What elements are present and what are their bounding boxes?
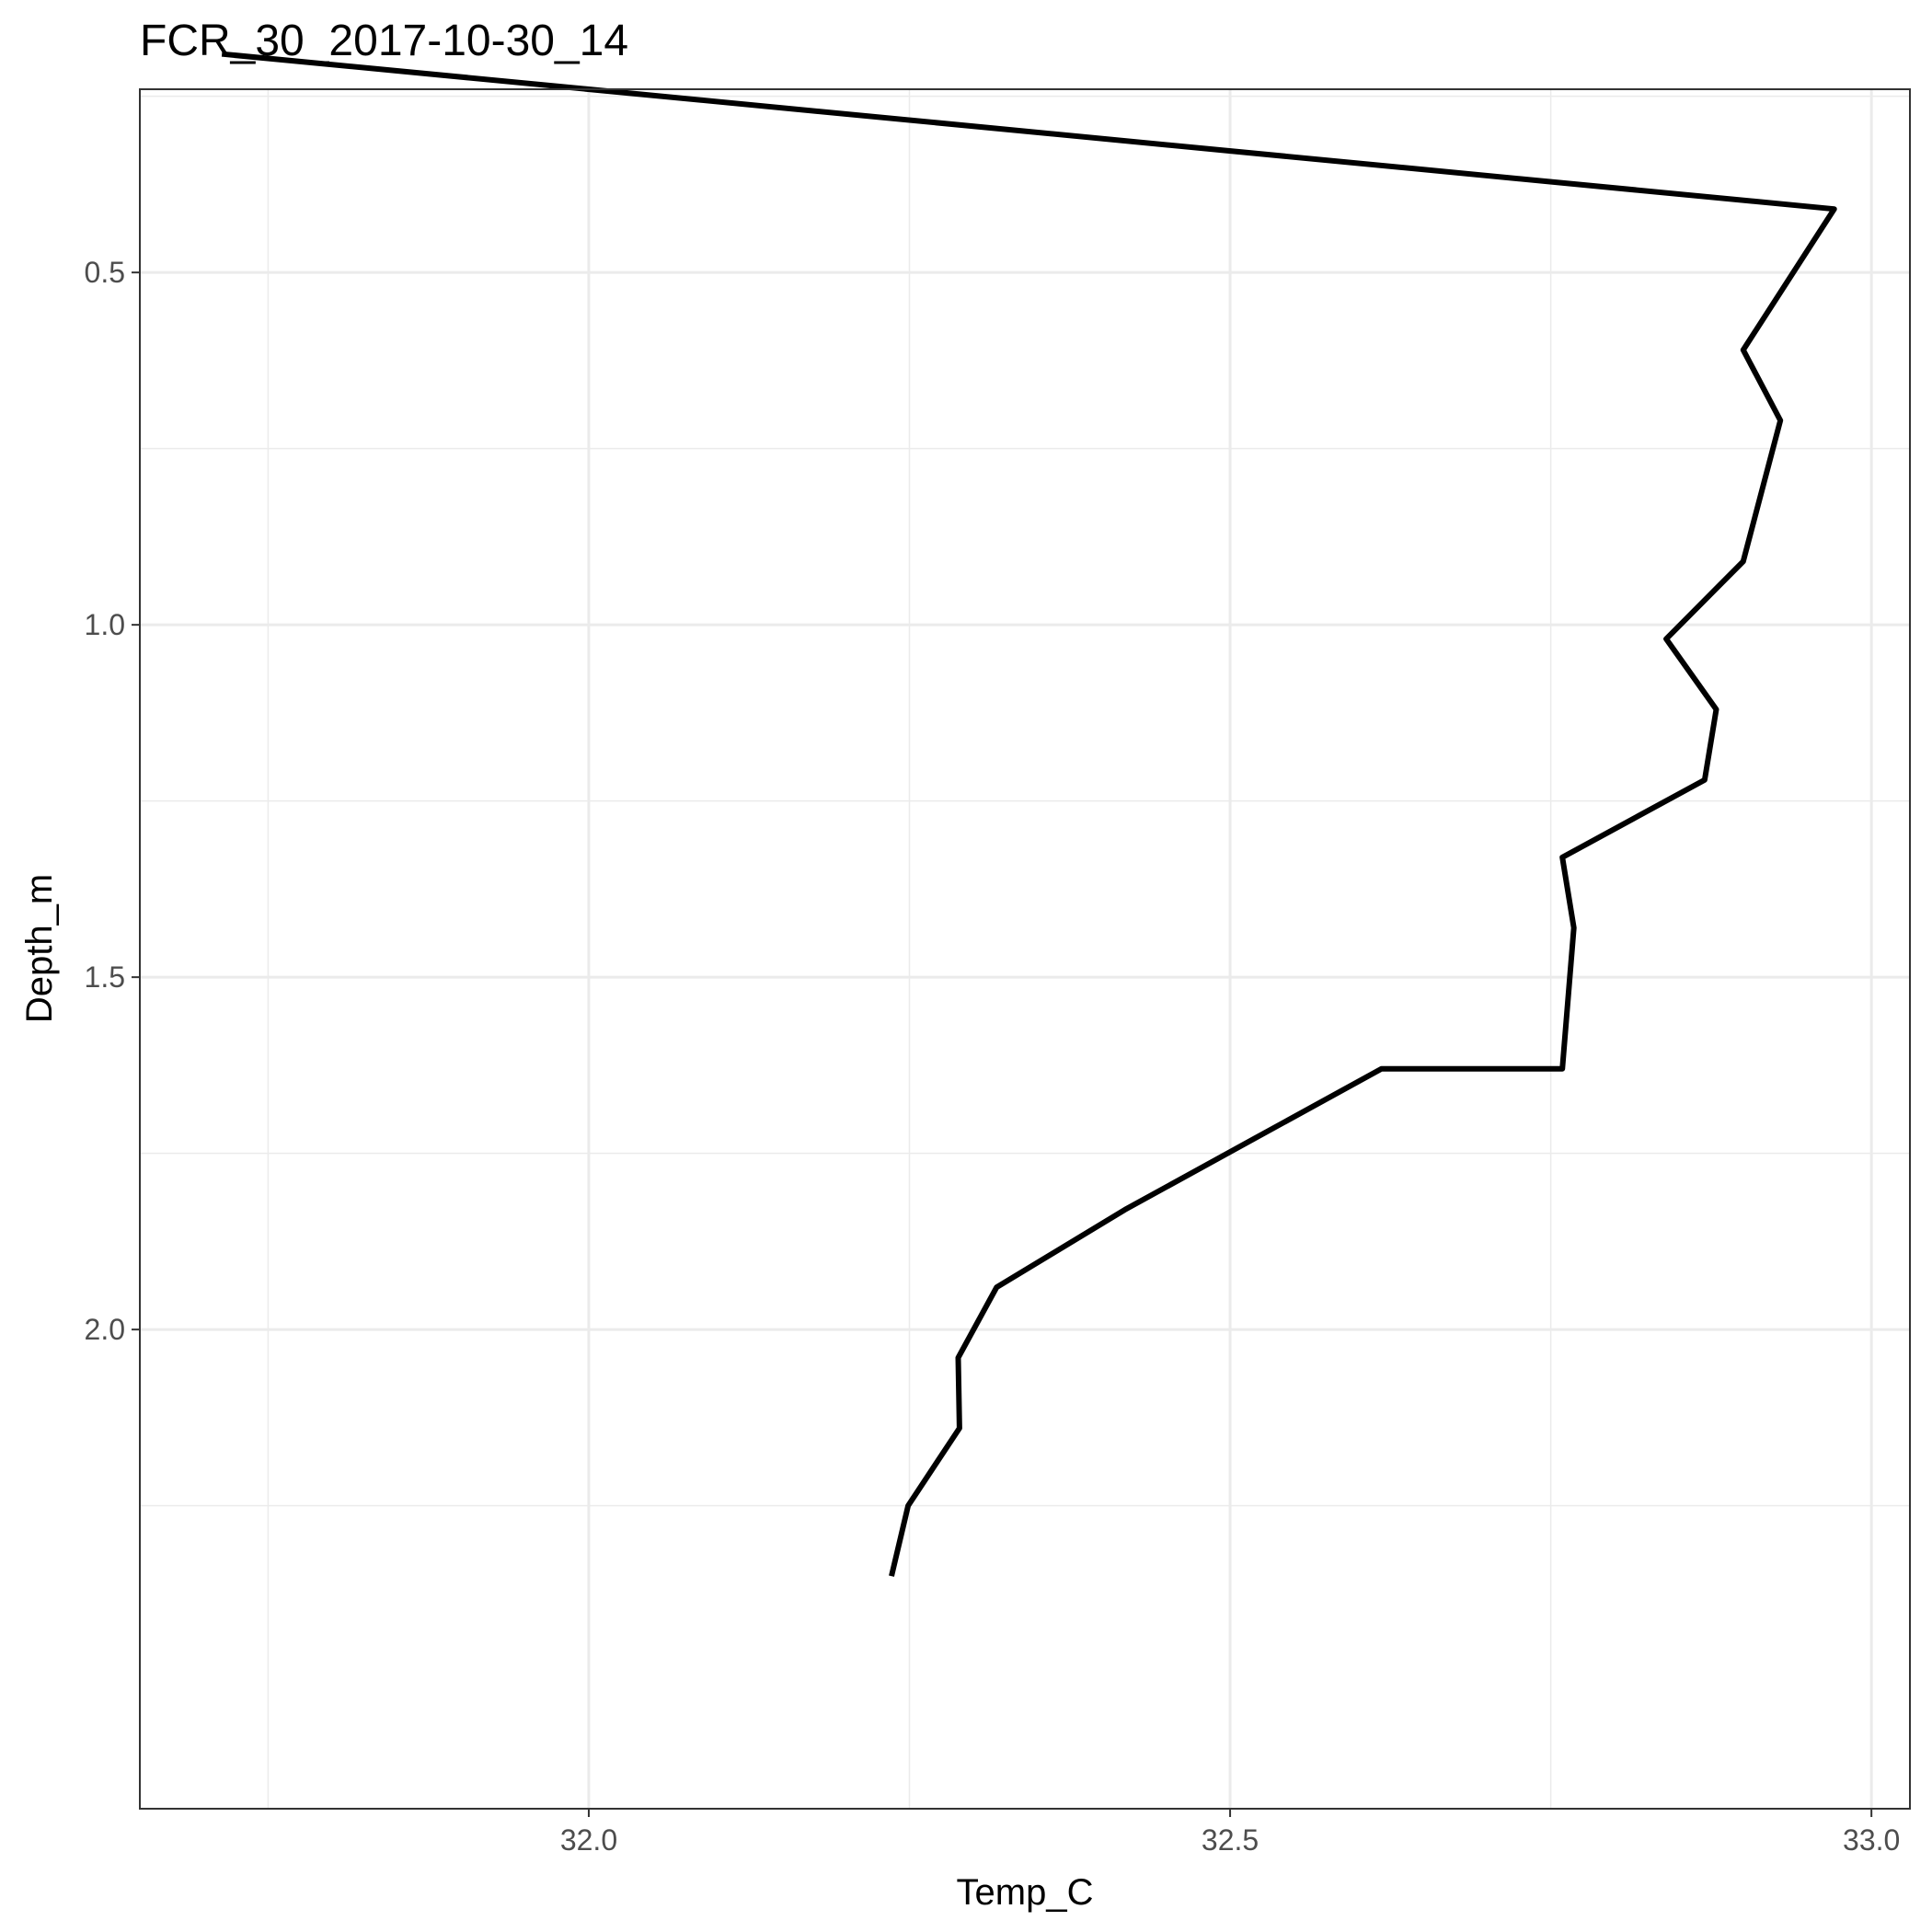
y-tick-label: 2.0: [85, 1313, 125, 1346]
y-tick-label: 1.0: [85, 608, 125, 641]
y-tick-label: 1.5: [85, 960, 125, 994]
major-gridlines: [140, 89, 1910, 1809]
x-axis: 32.0 32.5 33.0: [560, 1809, 1900, 1857]
y-tick-label: 0.5: [85, 256, 125, 289]
chart-title: FCR_30_2017-10-30_14: [140, 17, 628, 65]
series-line: [221, 51, 1837, 1577]
minor-gridlines: [140, 89, 1910, 1809]
y-axis: 0.5 1.0 1.5 2.0: [85, 256, 140, 1346]
x-tick-label: 32.5: [1202, 1823, 1259, 1857]
x-tick-label: 32.0: [560, 1823, 617, 1857]
y-axis-title: Depth_m: [19, 874, 60, 1023]
data-layer: [221, 51, 1837, 1577]
x-tick-label: 33.0: [1843, 1823, 1900, 1857]
plot-panel-border: [139, 88, 1911, 1810]
x-axis-title: Temp_C: [957, 1872, 1094, 1913]
